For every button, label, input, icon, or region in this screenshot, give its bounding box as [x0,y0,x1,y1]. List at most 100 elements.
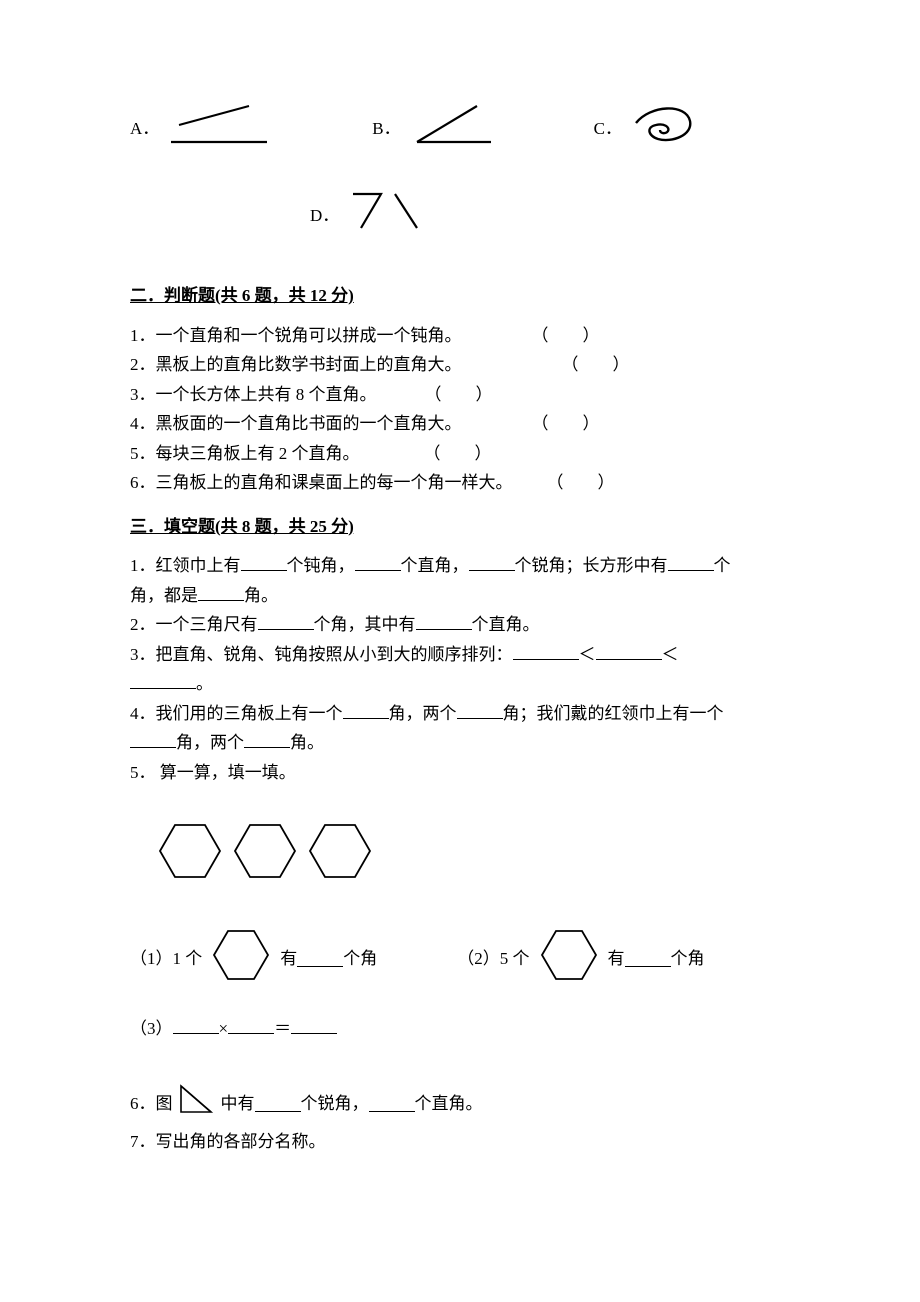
q-text: （1）1 个 [130,946,202,972]
q-text: （3） [130,1019,173,1038]
judge-paren: （ ） [425,385,493,404]
blank [355,553,401,571]
q-text: 算一算，填一填。 [156,763,296,782]
blank [244,730,290,748]
blank [668,553,714,571]
judge-paren: （ ） [532,326,600,345]
blank [297,949,343,967]
hexagon-icon [536,925,602,993]
q-text: 个角 [671,946,705,972]
q-num: 4． [130,704,156,723]
blank [228,1016,274,1034]
choice-row-1: A． B． C． [130,100,800,158]
q-text: ＜ [579,645,596,664]
s2-text: 一个直角和一个锐角可以拼成一个钝角。 [156,326,462,345]
s2-num: 3． [130,385,156,404]
blank [513,642,579,660]
q-text: 个角 [343,946,377,972]
s2-text: 黑板上的直角比数学书封面上的直角大。 [156,355,462,374]
blank [469,553,515,571]
s3-q6: 6．图 中有个锐角，个直角。 [130,1082,800,1126]
q-text: 角，都是 [130,586,198,605]
blank [457,701,503,719]
q-text: 个锐角；长方形中有 [515,556,668,575]
q-text: 有 [608,946,625,972]
q-text: 角，两个 [176,733,244,752]
q-text: 个直角。 [472,615,540,634]
q-text: × [219,1019,229,1038]
q-num: 3． [130,645,156,664]
blank [173,1016,219,1034]
blank [596,642,662,660]
choice-c-figure [630,103,700,155]
choice-row-2: D． [310,188,800,244]
s2-text: 黑板面的一个直角比书面的一个直角大。 [156,414,462,433]
s3-q4-line2: 角，两个 角。 [130,730,800,756]
s2-item: 2．黑板上的直角比数学书封面上的直角大。 （ ） [130,352,800,378]
blank [255,1094,301,1112]
choice-d-label: D． [310,203,339,229]
choice-a-figure [167,100,277,158]
section2-list: 1．一个直角和一个锐角可以拼成一个钝角。（ ） 2．黑板上的直角比数学书封面上的… [130,323,800,496]
q-text: 红领巾上有 [156,556,241,575]
q-num: 2． [130,615,156,634]
judge-paren: （ ） [424,444,492,463]
q-text: 我们用的三角板上有一个 [156,704,343,723]
triangle-figure [177,1082,217,1126]
q-text: 中有 [221,1091,255,1117]
blank [625,949,671,967]
q-num: 1． [130,556,156,575]
q-text: 个钝角， [287,556,355,575]
s2-item: 4．黑板面的一个直角比书面的一个直角大。（ ） [130,411,800,437]
q-text: （2）5 个 [457,946,529,972]
choice-b-figure [409,100,499,158]
q-text: 个直角， [401,556,469,575]
s3-q1-line2: 角，都是 角。 [130,583,800,609]
s3-q7: 7．写出角的各部分名称。 [130,1129,800,1155]
blank [369,1094,415,1112]
s3-q5-head: 5． 算一算，填一填。 [130,760,800,786]
s2-text: 三角板上的直角和课桌面上的每一个角一样大。 [156,473,513,492]
blank [130,671,196,689]
q-text: 角。 [244,586,278,605]
blank [291,1016,337,1034]
s3-q3-line2: 。 [130,671,800,697]
q-text: ＜ [662,645,679,664]
section3-heading: 三．填空题(共 8 题，共 25 分) [130,514,800,540]
choice-a-label: A． [130,116,159,142]
q-text: 角，两个 [389,704,457,723]
s3-q3-line1: 3．把直角、锐角、钝角按照从小到大的顺序排列： ＜ ＜ [130,642,800,668]
s2-num: 4． [130,414,156,433]
q-text: 。 [196,674,213,693]
blank [258,612,314,630]
section2-heading: 二．判断题(共 6 题，共 12 分) [130,283,800,309]
q-text: 个 [714,556,731,575]
q-text: 角；我们戴的红领巾上有一个 [503,704,724,723]
judge-paren: （ ） [547,473,615,492]
s2-text: 每块三角板上有 2 个直角。 [156,444,360,463]
q-text: 把直角、锐角、钝角按照从小到大的顺序排列： [156,645,513,664]
choice-b-label: B． [372,116,400,142]
q-text: 角。 [290,733,324,752]
q-num: 7． [130,1132,156,1151]
q5-sub3: （3） × ＝ [130,1016,800,1042]
hexagon-row [140,813,800,897]
s2-item: 3．一个长方体上共有 8 个直角。 （ ） [130,382,800,408]
q-text: 个锐角， [301,1091,369,1117]
s2-text: 一个长方体上共有 8 个直角。 [156,385,377,404]
s3-q1-line1: 1．红领巾上有 个钝角， 个直角， 个锐角；长方形中有 个 [130,553,800,579]
s3-q4-line1: 4．我们用的三角板上有一个 角，两个 角；我们戴的红领巾上有一个 [130,701,800,727]
q-num: 5． [130,763,156,782]
q5-sub-row: （1）1 个 有个角 （2）5 个 有个角 [130,925,800,993]
q-text: 个角，其中有 [314,615,416,634]
worksheet-page: A． B． C． D． [0,0,920,1239]
hexagon-icon [208,925,274,993]
judge-paren: （ ） [562,355,630,374]
q-text: 一个三角尺有 [156,615,258,634]
s2-num: 2． [130,355,156,374]
s3-q2: 2．一个三角尺有 个角，其中有 个直角。 [130,612,800,638]
s2-item: 1．一个直角和一个锐角可以拼成一个钝角。（ ） [130,323,800,349]
q-text: 写出角的各部分名称。 [156,1132,326,1151]
q-text: ＝ [274,1019,291,1038]
blank [198,583,244,601]
